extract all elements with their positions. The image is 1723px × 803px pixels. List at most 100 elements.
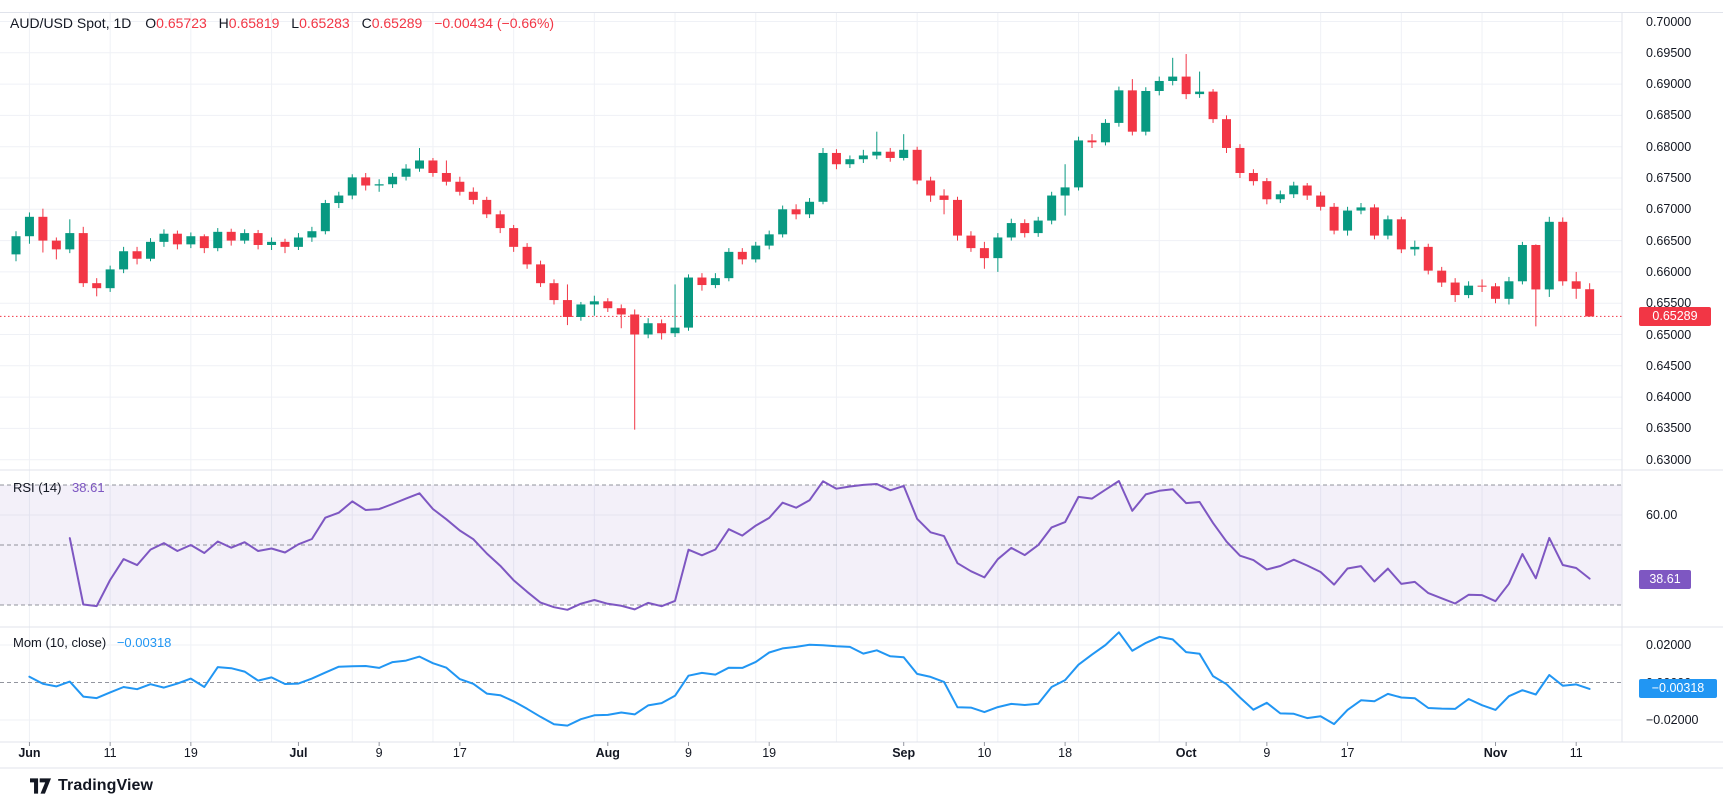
- open-value: 0.65723: [156, 15, 207, 31]
- momentum-legend[interactable]: Mom (10, close) −0.00318: [13, 635, 171, 650]
- candle: [912, 149, 922, 181]
- candle: [1410, 246, 1420, 250]
- candle: [1114, 90, 1124, 123]
- candle: [105, 269, 115, 289]
- time-axis-label: 10: [977, 746, 992, 760]
- candle: [710, 278, 720, 286]
- candle: [616, 308, 626, 315]
- candle: [1222, 119, 1231, 148]
- candle: [1006, 223, 1016, 238]
- rsi-legend-value: 38.61: [72, 480, 105, 495]
- candles: [11, 54, 1595, 430]
- candle: [603, 301, 613, 309]
- close-value: 0.65289: [371, 15, 423, 31]
- candle: [737, 251, 747, 260]
- top-border: [0, 12, 1723, 13]
- candle: [1087, 140, 1097, 143]
- candle: [1423, 246, 1433, 271]
- candle: [51, 240, 61, 250]
- candle: [24, 216, 34, 237]
- candle: [1383, 219, 1393, 236]
- time-axis-label: Nov: [1483, 746, 1508, 760]
- time-axis-label: Oct: [1175, 746, 1197, 760]
- rsi-legend[interactable]: RSI (14) 38.61: [13, 480, 105, 495]
- candle: [11, 236, 21, 255]
- candle: [1047, 195, 1057, 221]
- price-axis-label: 0.68500: [1646, 108, 1692, 123]
- candle: [92, 283, 102, 289]
- candle: [979, 248, 989, 259]
- candle: [334, 195, 344, 204]
- momentum-line: [28, 631, 1591, 727]
- candle: [455, 181, 465, 192]
- price-axis-label: 0.67000: [1646, 202, 1692, 217]
- momentum-axis-label: 0.02000: [1646, 638, 1692, 652]
- grid-lines: [0, 13, 1622, 742]
- indicator-level-lines: [0, 484, 1622, 683]
- candle: [1302, 185, 1312, 196]
- momentum-value-badge: −0.00318: [1639, 678, 1717, 698]
- candle: [1074, 140, 1084, 188]
- tradingview-brand-text: TradingView: [58, 777, 154, 794]
- change-value: −0.00434 (−0.66%): [434, 15, 555, 31]
- price-axis-label: 0.69500: [1646, 45, 1692, 60]
- candle: [643, 323, 653, 335]
- candle: [280, 241, 290, 247]
- candle: [401, 168, 411, 177]
- candle: [926, 180, 936, 196]
- candle: [1127, 90, 1137, 132]
- price-axis-label: 0.65500: [1646, 296, 1692, 311]
- candle: [1356, 207, 1366, 211]
- candle: [1450, 282, 1460, 296]
- candle: [441, 172, 451, 182]
- time-axis-label: 19: [183, 746, 198, 760]
- symbol-title[interactable]: AUD/USD Spot, 1D: [10, 15, 132, 31]
- time-axis-label: 9: [1263, 746, 1271, 760]
- tradingview-link[interactable]: TradingView: [30, 777, 153, 795]
- candle: [1369, 207, 1379, 236]
- momentum-legend-value: −0.00318: [116, 635, 172, 650]
- candle: [953, 199, 962, 236]
- price-axis-label: 0.63000: [1646, 452, 1692, 467]
- pane-dividers: [0, 13, 1723, 769]
- candle: [199, 236, 209, 249]
- candle: [885, 151, 895, 158]
- price-axis-label: 0.67500: [1646, 171, 1692, 185]
- price-axis-label: 0.64000: [1646, 390, 1692, 405]
- time-axis-label: 9: [375, 746, 383, 760]
- candle: [845, 159, 855, 165]
- candle: [428, 160, 438, 173]
- candle: [549, 283, 559, 301]
- candle: [872, 151, 882, 156]
- candle: [1060, 187, 1070, 196]
- candle: [415, 160, 424, 169]
- candle: [1544, 221, 1554, 290]
- momentum-legend-title: Mom (10, close): [13, 635, 107, 650]
- symbol-legend: AUD/USD Spot, 1D O0.65723 H0.65819 L0.65…: [10, 15, 554, 31]
- time-axis-label: 18: [1058, 746, 1073, 760]
- candle: [1275, 194, 1285, 200]
- candle: [1504, 281, 1514, 299]
- candle: [1262, 181, 1272, 200]
- price-axis-label: 0.64500: [1646, 358, 1692, 373]
- candle: [966, 235, 976, 249]
- candle: [562, 300, 572, 317]
- candle: [1154, 80, 1164, 91]
- price-axis-label: 0.69000: [1646, 77, 1692, 92]
- candle: [1437, 270, 1447, 283]
- candle: [1571, 281, 1581, 289]
- candle: [536, 264, 546, 284]
- candle: [1033, 220, 1043, 234]
- price-axis-label: 0.63500: [1646, 421, 1692, 436]
- high-value: 0.65819: [228, 15, 280, 31]
- candle: [307, 231, 317, 238]
- candle: [1517, 244, 1527, 282]
- candle: [589, 301, 599, 305]
- candle: [1464, 285, 1474, 296]
- time-scale-axis[interactable]: [0, 742, 1723, 768]
- candle: [939, 195, 949, 200]
- candle: [1168, 76, 1178, 81]
- candle: [1329, 206, 1339, 231]
